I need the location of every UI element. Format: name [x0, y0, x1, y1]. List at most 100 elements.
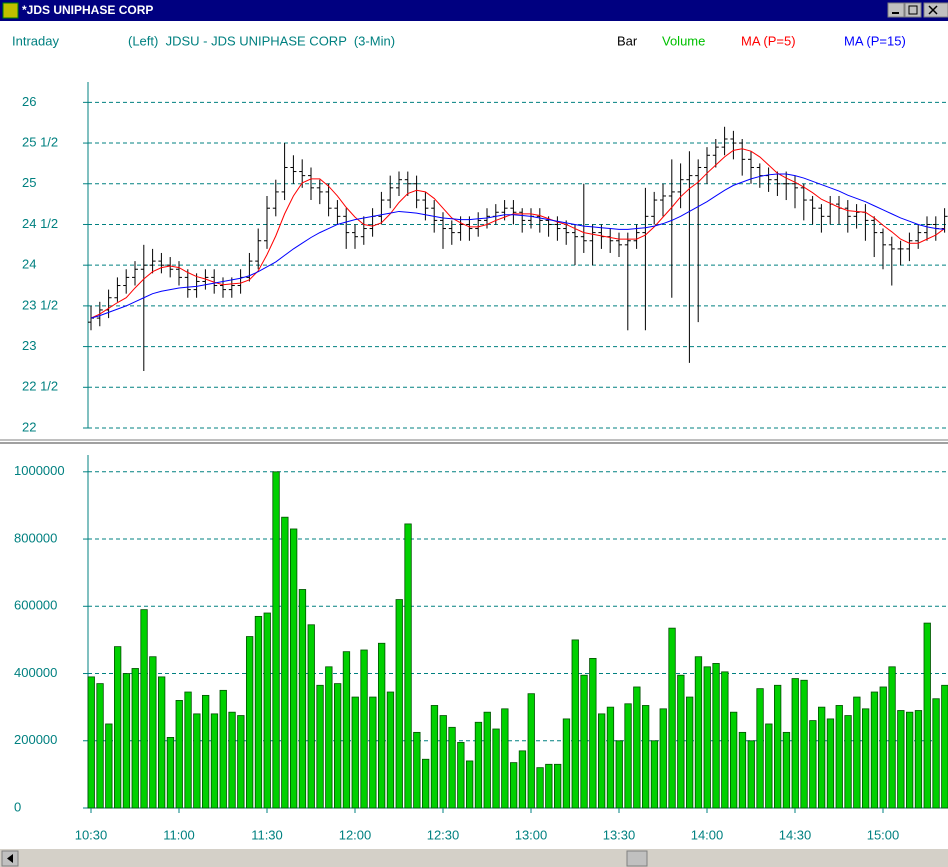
- legend-bar: Bar: [617, 33, 638, 48]
- volume-bar: [668, 627, 676, 809]
- volume-bar: [369, 696, 377, 809]
- volume-bar: [765, 723, 773, 809]
- volume-bar: [325, 666, 333, 809]
- volume-bar: [835, 705, 843, 809]
- legend-volume: Volume: [662, 33, 705, 48]
- volume-bar: [659, 708, 667, 809]
- y-tick-label: 26: [22, 94, 36, 109]
- volume-bar: [465, 760, 474, 809]
- y-tick-label: 24: [22, 257, 36, 272]
- x-tick-label: 12:30: [427, 827, 460, 842]
- volume-bar: [131, 668, 139, 809]
- volume-bar: [210, 713, 219, 809]
- moving-average: [90, 173, 945, 319]
- y-tick-label: 25 1/2: [22, 134, 58, 149]
- volume-bar: [756, 688, 764, 809]
- volume-bar: [175, 700, 183, 809]
- mode-label: Intraday: [12, 33, 59, 48]
- maximize-button[interactable]: [904, 2, 922, 18]
- volume-bar: [853, 696, 861, 809]
- volume-bar: [404, 523, 412, 809]
- scroll-left-arrow: [7, 854, 13, 863]
- volume-bar: [562, 718, 571, 809]
- volume-bar: [333, 683, 342, 809]
- maximize-icon: [908, 5, 918, 15]
- volume-bar: [342, 651, 351, 809]
- volume-bar: [166, 737, 175, 809]
- volume-bar: [289, 528, 298, 809]
- volume-bar: [721, 671, 729, 809]
- scroll-thumb[interactable]: [626, 850, 648, 867]
- volume-bar: [430, 705, 439, 809]
- volume-bar: [782, 731, 791, 809]
- x-tick-label: 10:30: [75, 827, 108, 842]
- volume-bar: [888, 666, 896, 809]
- volume-bar: [712, 663, 720, 809]
- volume-bar: [421, 758, 430, 809]
- volume-bar: [615, 740, 623, 809]
- volume-bar: [360, 649, 368, 809]
- volume-bar: [483, 711, 491, 809]
- volume-bar: [386, 691, 395, 809]
- volume-bar: [527, 693, 535, 809]
- volume-bar: [351, 696, 359, 809]
- volume-bar: [219, 689, 227, 809]
- volume-bar: [509, 762, 518, 809]
- volume-bar: [254, 615, 263, 809]
- volume-bar: [474, 721, 483, 809]
- y-tick-label: 23 1/2: [22, 297, 58, 312]
- volume-bar: [589, 657, 597, 809]
- y-tick-label: 200000: [14, 732, 57, 747]
- app-icon: [2, 2, 19, 19]
- x-tick-label: 13:30: [603, 827, 636, 842]
- volume-bar: [457, 742, 465, 809]
- volume-bar: [844, 715, 852, 809]
- volume-bar: [307, 624, 315, 809]
- volume-bar: [263, 612, 271, 809]
- volume-bar: [281, 516, 289, 809]
- scrollbar[interactable]: [0, 849, 948, 867]
- y-tick-label: 800000: [14, 530, 57, 545]
- x-tick-label: 11:30: [251, 827, 283, 842]
- volume-bar: [554, 763, 562, 809]
- x-tick-label: 11:00: [163, 827, 195, 842]
- volume-bar: [149, 656, 157, 809]
- volume-bar: [694, 656, 703, 809]
- volume-bar: [686, 696, 694, 809]
- volume-bar: [703, 666, 711, 809]
- volume-bar: [862, 708, 870, 809]
- title-bar: [0, 0, 948, 21]
- volume-bar: [395, 599, 403, 809]
- volume-bar: [650, 740, 659, 809]
- volume-bar: [642, 705, 650, 809]
- volume-bar: [800, 679, 808, 809]
- volume-bar: [298, 589, 307, 809]
- legend-ma5: MA (P=5): [741, 33, 796, 48]
- volume-bar: [624, 703, 632, 809]
- window-title: *JDS UNIPHASE CORP: [22, 3, 153, 17]
- volume-bar: [245, 636, 254, 809]
- volume-bar: [791, 678, 799, 809]
- y-tick-label: 23: [22, 338, 36, 353]
- minimize-button[interactable]: [887, 2, 905, 18]
- volume-bar: [439, 715, 447, 809]
- volume-bar: [809, 720, 817, 809]
- volume-bar: [879, 686, 887, 809]
- volume-bar: [122, 673, 131, 809]
- volume-bar: [501, 708, 509, 809]
- volume-bar: [923, 622, 931, 809]
- volume-bar: [536, 767, 544, 809]
- y-tick-label: 600000: [14, 598, 57, 613]
- x-tick-label: 12:00: [339, 827, 372, 842]
- volume-bar: [140, 609, 148, 809]
- y-tick-label: 24 1/2: [22, 216, 58, 231]
- moving-average: [90, 148, 945, 319]
- x-tick-label: 15:00: [867, 827, 900, 842]
- close-icon: [928, 5, 938, 15]
- y-tick-label: 400000: [14, 665, 57, 680]
- volume-bar: [774, 684, 782, 809]
- close-button[interactable]: [923, 2, 948, 18]
- volume-bar: [413, 731, 421, 809]
